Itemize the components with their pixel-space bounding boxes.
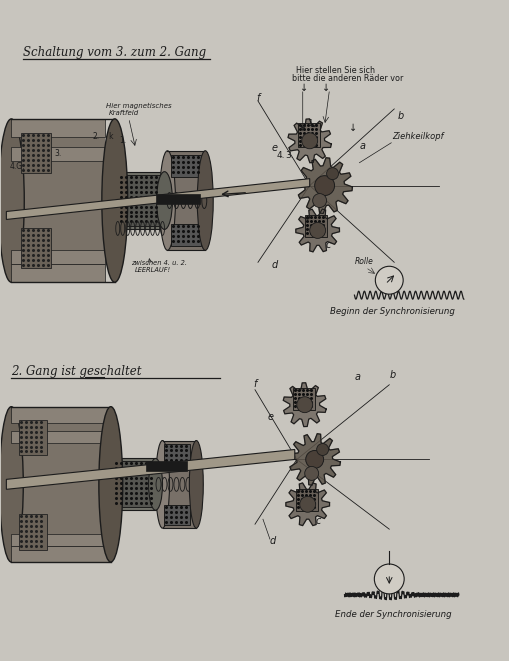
Text: ↓: ↓ <box>350 123 358 133</box>
Bar <box>156 194 201 204</box>
Polygon shape <box>289 434 341 485</box>
Bar <box>11 407 111 562</box>
Ellipse shape <box>107 172 123 229</box>
Circle shape <box>374 564 404 594</box>
Polygon shape <box>288 119 331 163</box>
Bar <box>119 175 160 227</box>
Text: Kraftfeld: Kraftfeld <box>109 110 139 116</box>
Ellipse shape <box>197 151 213 251</box>
Bar <box>164 505 190 525</box>
Text: d: d <box>270 536 276 546</box>
Bar <box>19 514 47 550</box>
Text: d: d <box>272 260 278 270</box>
Bar <box>11 546 111 562</box>
Text: c: c <box>316 516 321 526</box>
Text: 2. Gang ist geschaltet: 2. Gang ist geschaltet <box>11 365 142 378</box>
Text: Ende der Synchronisierung: Ende der Synchronisierung <box>334 610 451 619</box>
Ellipse shape <box>102 119 128 282</box>
Circle shape <box>302 133 318 149</box>
Ellipse shape <box>189 440 203 528</box>
Text: k: k <box>108 132 112 141</box>
Bar <box>19 420 47 455</box>
Bar <box>172 155 201 176</box>
Ellipse shape <box>157 172 173 229</box>
Circle shape <box>315 176 334 196</box>
Bar <box>111 459 156 510</box>
Polygon shape <box>286 483 329 525</box>
Bar <box>114 461 153 507</box>
Text: c: c <box>326 241 331 251</box>
Text: b: b <box>389 369 395 380</box>
Bar <box>164 444 190 463</box>
Bar <box>115 172 164 229</box>
Ellipse shape <box>156 440 169 528</box>
Bar <box>146 461 187 471</box>
Text: 1.: 1. <box>308 119 316 128</box>
Text: Ziehkeilkopf: Ziehkeilkopf <box>392 132 444 141</box>
Bar <box>298 123 320 147</box>
Circle shape <box>375 266 403 294</box>
Text: f: f <box>253 379 257 389</box>
Text: 2.: 2. <box>93 132 100 141</box>
Bar <box>172 225 201 247</box>
Text: 4.: 4. <box>277 151 286 160</box>
Bar <box>11 251 105 264</box>
Text: ↓: ↓ <box>322 83 330 93</box>
Bar <box>11 119 105 282</box>
Circle shape <box>306 451 324 469</box>
Circle shape <box>300 496 316 512</box>
Circle shape <box>305 467 319 481</box>
Bar <box>162 440 196 528</box>
Text: b: b <box>397 111 404 121</box>
Bar <box>11 119 105 137</box>
Ellipse shape <box>99 407 123 562</box>
Bar <box>11 430 111 442</box>
Ellipse shape <box>159 151 176 251</box>
Bar <box>167 151 205 251</box>
Text: 3.: 3. <box>54 149 62 158</box>
Text: Beginn der Synchronisierung: Beginn der Synchronisierung <box>330 307 455 316</box>
Text: e: e <box>272 143 278 153</box>
Text: e: e <box>268 412 274 422</box>
Text: bitte die anderen Räder vor: bitte die anderen Räder vor <box>292 74 403 83</box>
Text: Hier stellen Sie sich: Hier stellen Sie sich <box>296 66 375 75</box>
Text: 1.: 1. <box>119 136 126 145</box>
Text: LEERLAUF!: LEERLAUF! <box>135 267 171 273</box>
Bar <box>11 534 111 546</box>
Text: a: a <box>354 371 360 382</box>
Circle shape <box>317 444 329 455</box>
Text: Rolle: Rolle <box>354 257 373 266</box>
Circle shape <box>309 223 326 239</box>
Ellipse shape <box>104 459 118 510</box>
Text: f: f <box>257 93 260 103</box>
Circle shape <box>327 168 338 180</box>
Bar <box>11 407 111 422</box>
Bar <box>293 388 315 410</box>
Bar <box>21 133 51 173</box>
Bar <box>305 215 327 237</box>
Polygon shape <box>296 209 340 252</box>
Bar <box>11 147 105 161</box>
Polygon shape <box>6 449 295 489</box>
Bar <box>21 229 51 268</box>
Bar <box>11 264 105 282</box>
Bar <box>296 489 318 511</box>
Circle shape <box>297 397 313 412</box>
Text: zwischen 4. u. 2.: zwischen 4. u. 2. <box>131 260 187 266</box>
Text: Hier magnetisches: Hier magnetisches <box>106 103 172 109</box>
Text: ↓: ↓ <box>300 83 308 93</box>
Text: Schaltung vom 3. zum 2. Gang: Schaltung vom 3. zum 2. Gang <box>23 46 206 59</box>
Ellipse shape <box>0 119 24 282</box>
Ellipse shape <box>149 459 162 510</box>
Polygon shape <box>297 158 352 214</box>
Circle shape <box>313 194 327 208</box>
Polygon shape <box>284 383 326 426</box>
Polygon shape <box>6 178 309 219</box>
Text: 3.: 3. <box>285 151 294 160</box>
Ellipse shape <box>0 407 23 562</box>
Text: a: a <box>359 141 365 151</box>
Text: 4.G.: 4.G. <box>9 162 25 171</box>
